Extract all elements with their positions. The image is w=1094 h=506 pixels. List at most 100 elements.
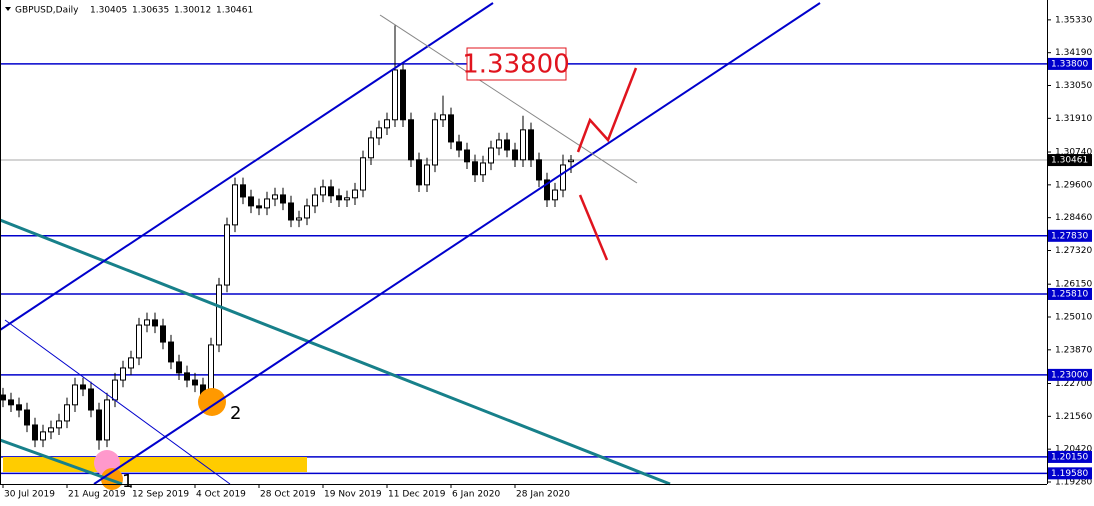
y-tick-label: 1.35330 <box>1055 15 1092 25</box>
candle-body <box>392 69 398 121</box>
candle-body <box>80 384 86 390</box>
candle-body <box>568 159 574 163</box>
candle-body <box>456 141 462 151</box>
level-label: 1.23000 <box>1051 370 1088 380</box>
candle-body <box>216 284 222 346</box>
y-tick-label: 1.21560 <box>1055 412 1092 422</box>
candle-body <box>32 424 38 441</box>
candle-body <box>464 149 470 163</box>
level-label: 1.20150 <box>1051 452 1088 462</box>
y-tick-label: 1.28460 <box>1055 213 1092 223</box>
candle-body <box>224 224 230 286</box>
candle-body <box>496 139 502 149</box>
ohlc-value: 1.30461 <box>216 6 253 16</box>
candle-body <box>424 164 430 186</box>
level-label: 1.25810 <box>1051 289 1088 299</box>
candle-body <box>48 427 54 433</box>
candle-body <box>312 194 318 207</box>
ohlc-value: 1.30012 <box>174 6 211 16</box>
candle-body <box>16 404 22 411</box>
candle-body <box>560 164 566 191</box>
candle-body <box>480 162 486 176</box>
candle-body <box>0 394 6 401</box>
candle-body <box>440 114 446 121</box>
drawings: 1.33800 2 1 <box>0 2 821 492</box>
candle-body <box>184 372 190 381</box>
level-label-box <box>1048 467 1092 480</box>
x-tick-label: 19 Nov 2019 <box>324 490 382 500</box>
arrow-up <box>576 67 638 153</box>
candle-body <box>528 129 534 161</box>
trend-line <box>0 438 123 486</box>
marker <box>198 388 226 416</box>
candle-body <box>416 159 422 186</box>
x-tick-label: 6 Jan 2020 <box>452 490 500 500</box>
annotation: 1 <box>122 471 133 492</box>
level-label-box <box>1048 229 1092 242</box>
x-tick-label: 28 Oct 2019 <box>260 490 316 500</box>
candle-body <box>88 388 94 411</box>
x-tick-label: 11 Dec 2019 <box>388 490 446 500</box>
candle-body <box>128 357 134 369</box>
level-label: 1.33800 <box>1051 59 1088 69</box>
y-tick-label: 1.19280 <box>1055 477 1092 487</box>
candle-body <box>384 119 390 129</box>
zone <box>3 457 307 472</box>
level-label: 1.19580 <box>1051 469 1088 479</box>
annotation: 2 <box>230 403 241 424</box>
annotation-box <box>466 47 567 81</box>
trend-line <box>4 319 231 485</box>
y-tick-label: 1.26150 <box>1055 280 1092 290</box>
candle-body <box>352 189 358 199</box>
x-tick-label: 21 Aug 2019 <box>68 490 126 500</box>
ohlc-value: 1.30405 <box>90 6 127 16</box>
y-tick-label: 1.31910 <box>1055 114 1092 124</box>
candle-body <box>376 127 382 139</box>
y-tick-label: 1.34190 <box>1055 48 1092 58</box>
candle-body <box>208 344 214 396</box>
candle-body <box>256 205 262 209</box>
symbol: GBPUSD,Daily <box>15 6 79 16</box>
channel-line <box>93 2 821 485</box>
candle-body <box>544 179 550 201</box>
candle-body <box>272 194 278 200</box>
channel-line <box>0 2 494 331</box>
candle-body <box>536 159 542 181</box>
candle-body <box>400 69 406 121</box>
candle-body <box>72 384 78 406</box>
y-tick-label: 1.23870 <box>1055 345 1092 355</box>
candle-body <box>408 119 414 161</box>
candle-body <box>160 325 166 343</box>
candle-body <box>8 399 14 406</box>
candle-body <box>232 184 238 226</box>
candle-body <box>368 137 374 159</box>
x-tick-label: 30 Jul 2019 <box>4 490 55 500</box>
candle-body <box>152 319 158 327</box>
x-tick-label: 28 Jan 2020 <box>516 490 570 500</box>
y-tick-label: 1.22700 <box>1055 379 1092 389</box>
trend-line <box>379 14 638 184</box>
candle-body <box>488 147 494 164</box>
level-label-box <box>1048 57 1092 70</box>
candle-body <box>552 189 558 201</box>
level-label-box <box>1048 368 1092 381</box>
candle-body <box>168 341 174 363</box>
candle-body <box>432 119 438 166</box>
candle-body <box>248 196 254 207</box>
candle-body <box>448 114 454 143</box>
candle-body <box>288 202 294 221</box>
candle-body <box>120 367 126 381</box>
candle-body <box>520 129 526 161</box>
candle-body <box>192 379 198 386</box>
candle-body <box>264 198 270 209</box>
candle-body <box>136 324 142 359</box>
candle-body <box>104 399 110 441</box>
candle-body <box>304 205 310 219</box>
candle-body <box>512 149 518 161</box>
y-tick-label: 1.33050 <box>1055 81 1092 91</box>
y-tick-label: 1.30740 <box>1055 148 1092 158</box>
y-tick-label: 1.20420 <box>1055 445 1092 455</box>
